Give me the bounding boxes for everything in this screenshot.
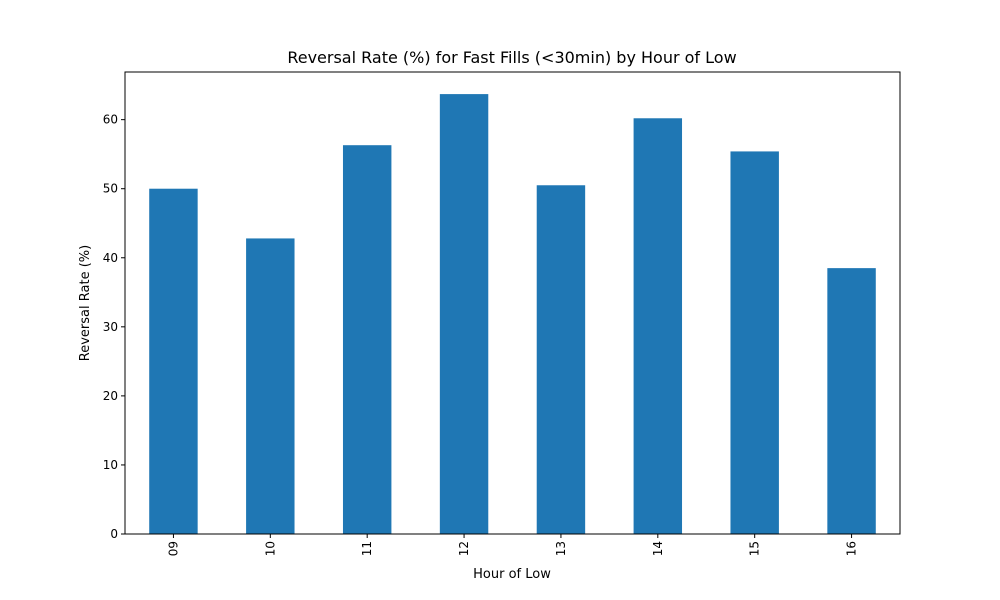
- y-axis-ticks: 0 10 20 30 40 50 60: [103, 113, 125, 541]
- y-tick-label: 40: [103, 251, 118, 265]
- y-tick-label: 0: [110, 527, 118, 541]
- bar-11: [342, 145, 392, 534]
- x-axis-ticks: 09 10 11 12 13 14 15 16: [166, 534, 859, 556]
- y-tick-label: 20: [103, 389, 118, 403]
- bar-09: [149, 188, 198, 534]
- bar-12: [439, 94, 489, 534]
- y-tick-label: 30: [103, 320, 118, 334]
- plot-frame: [124, 71, 901, 535]
- bar-14: [633, 118, 683, 535]
- bar-15: [730, 151, 779, 535]
- y-tick-label: 10: [103, 458, 118, 472]
- x-axis-label: Hour of Low: [473, 567, 551, 582]
- y-tick-label: 50: [103, 182, 118, 196]
- bars: [149, 94, 876, 535]
- x-tick-label: 15: [748, 541, 762, 556]
- x-tick-label: 11: [360, 541, 374, 556]
- bar-16: [827, 268, 876, 534]
- x-tick-label: 10: [263, 541, 277, 556]
- y-axis-label: Reversal Rate (%): [78, 245, 93, 361]
- bar-10: [246, 238, 295, 534]
- x-tick-label: 12: [457, 541, 471, 556]
- bar-13: [536, 185, 586, 534]
- y-tick-label: 60: [103, 113, 118, 127]
- plot-area: 0 10 20 30 40 50 60 09 10 11 12 13 14 15 16: [103, 71, 901, 556]
- x-tick-label: 14: [651, 541, 665, 556]
- chart-title: Reversal Rate (%) for Fast Fills (<30min…: [287, 48, 736, 67]
- x-tick-label: 13: [554, 541, 568, 556]
- x-tick-label: 09: [166, 541, 180, 556]
- x-tick-label: 16: [845, 541, 859, 556]
